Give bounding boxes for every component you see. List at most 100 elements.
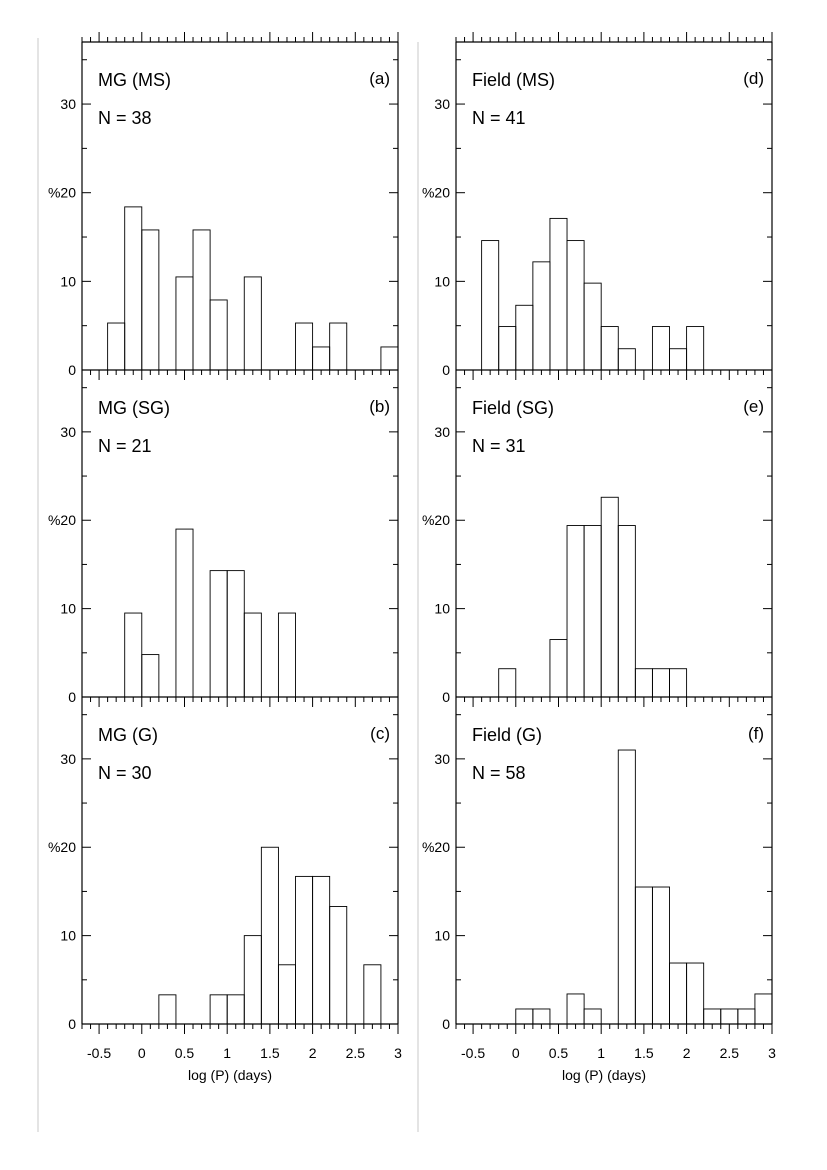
- panel-a-bar: [192, 229, 211, 371]
- panel-f-bar: [669, 962, 688, 1025]
- panel-b-tag: (b): [369, 397, 390, 416]
- panel-d-tag: (d): [743, 69, 764, 88]
- panel-c-bar: [277, 964, 296, 1025]
- panel-a-bar: [124, 206, 143, 371]
- panel-b-subtitle: N = 21: [98, 436, 152, 456]
- panel-c-xtick-label: 0.5: [175, 1045, 195, 1061]
- panel-f-bar: [515, 1008, 534, 1025]
- panel-f-xtick-label: 2.5: [720, 1045, 740, 1061]
- panel-e-bar: [651, 668, 670, 698]
- panel-f-bar: [634, 886, 653, 1025]
- panel-e-bar: [617, 525, 636, 698]
- panel-f-xtick-label: 0.5: [549, 1045, 569, 1061]
- panel-d-bar: [532, 261, 551, 371]
- panel-a-bar: [380, 346, 399, 371]
- panel-b-title: MG (SG): [98, 398, 170, 418]
- panel-c-xtick-label: 0: [138, 1045, 146, 1061]
- panel-b-ytick-label: 30: [60, 424, 76, 440]
- panel-e-bar: [634, 668, 653, 698]
- panel-f-xtick-label: 1: [597, 1045, 605, 1061]
- panel-a-bar: [175, 276, 194, 371]
- panel-f-bar: [566, 993, 585, 1025]
- panel-e-bar: [498, 668, 517, 698]
- panel-c-xtick-label: 2.5: [346, 1045, 366, 1061]
- panel-d-bar: [583, 282, 602, 371]
- panel-f-xtick-label: 3: [768, 1045, 776, 1061]
- panel-e-bar: [549, 639, 568, 698]
- panel-f-subtitle: N = 58: [472, 763, 526, 783]
- panel-c-xtick-label: -0.5: [87, 1045, 111, 1061]
- panel-b-ytick-label: %20: [48, 512, 76, 528]
- panel-f-bar: [703, 1008, 722, 1025]
- panel-e-tag: (e): [743, 397, 764, 416]
- panel-b-bar: [141, 654, 160, 698]
- panel-a-ytick-label: 10: [60, 273, 76, 289]
- panel-d-bar: [669, 348, 688, 371]
- panel-a-bar: [141, 229, 160, 371]
- panel-f-xtick-label: 0: [512, 1045, 520, 1061]
- panel-f-title: Field (G): [472, 725, 542, 745]
- panel-d-bar: [600, 326, 619, 371]
- panel-c-xtick-label: 1: [223, 1045, 231, 1061]
- panel-c-bar: [226, 994, 245, 1025]
- panel-f-bar: [617, 749, 636, 1025]
- panel-a-ytick-label: 30: [60, 96, 76, 112]
- panel-e-ytick-label: 30: [434, 424, 450, 440]
- panel-f-bar: [686, 962, 705, 1025]
- panel-a-bar: [295, 322, 314, 371]
- panel-c-subtitle: N = 30: [98, 763, 152, 783]
- panel-c-bar: [158, 994, 177, 1025]
- panel-f-xtick-label: 2: [683, 1045, 691, 1061]
- panel-d-bar: [617, 348, 636, 371]
- panel-c-bar: [312, 875, 331, 1025]
- panel-f-bar: [737, 1008, 756, 1025]
- panel-c-ytick-label: 30: [60, 751, 76, 767]
- panel-f-xtick-label: -0.5: [461, 1045, 485, 1061]
- panel-a-bar: [209, 299, 228, 371]
- panel-b-bar: [209, 570, 228, 698]
- panel-c-xtick-label: 1.5: [260, 1045, 280, 1061]
- panel-b-ytick-label: 10: [60, 601, 76, 617]
- panel-f-tag: (f): [748, 724, 764, 743]
- panel-c-ytick-label: 0: [68, 1016, 76, 1032]
- panel-c-bar: [209, 994, 228, 1025]
- panel-c-tag: (c): [370, 724, 390, 743]
- panel-f-bar: [532, 1008, 551, 1025]
- panel-c-bar: [363, 964, 382, 1025]
- panel-d-bar: [498, 326, 517, 371]
- panel-c-bar: [260, 846, 279, 1025]
- panel-d-ytick-label: 10: [434, 273, 450, 289]
- panel-e-subtitle: N = 31: [472, 436, 526, 456]
- panel-f-bar: [651, 886, 670, 1025]
- panel-e-bar: [669, 668, 688, 698]
- panel-a-title: MG (MS): [98, 70, 171, 90]
- panel-d-ytick-label: 30: [434, 96, 450, 112]
- panel-e-bar: [566, 525, 585, 698]
- panel-f-ytick-label: %20: [422, 839, 450, 855]
- frame-layer: [37, 32, 773, 1132]
- panel-b-bar: [226, 570, 245, 698]
- panel-b-bar: [277, 612, 296, 698]
- panel-f-ytick-label: 30: [434, 751, 450, 767]
- panel-c-bar: [243, 935, 262, 1025]
- panel-d-bar: [549, 217, 568, 371]
- panel-e-ytick-label: %20: [422, 512, 450, 528]
- panel-a-bar: [312, 346, 331, 371]
- panel-e-title: Field (SG): [472, 398, 554, 418]
- panel-a-ytick-label: 0: [68, 362, 76, 378]
- panel-a-subtitle: N = 38: [98, 108, 152, 128]
- panel-d-bar: [481, 240, 500, 371]
- panel-b-bar: [175, 528, 194, 698]
- panel-e-ytick-label: 0: [442, 689, 450, 705]
- panel-f-bar: [583, 1008, 602, 1025]
- panel-f-bar: [754, 993, 773, 1025]
- panel-f-bar: [720, 1008, 739, 1025]
- panel-b-bar: [243, 612, 262, 698]
- panel-a-bar: [107, 322, 126, 371]
- panel-d-bar: [566, 240, 585, 371]
- panel-d-bar: [515, 304, 534, 371]
- panel-e-ytick-label: 10: [434, 601, 450, 617]
- panel-a-bar: [243, 276, 262, 371]
